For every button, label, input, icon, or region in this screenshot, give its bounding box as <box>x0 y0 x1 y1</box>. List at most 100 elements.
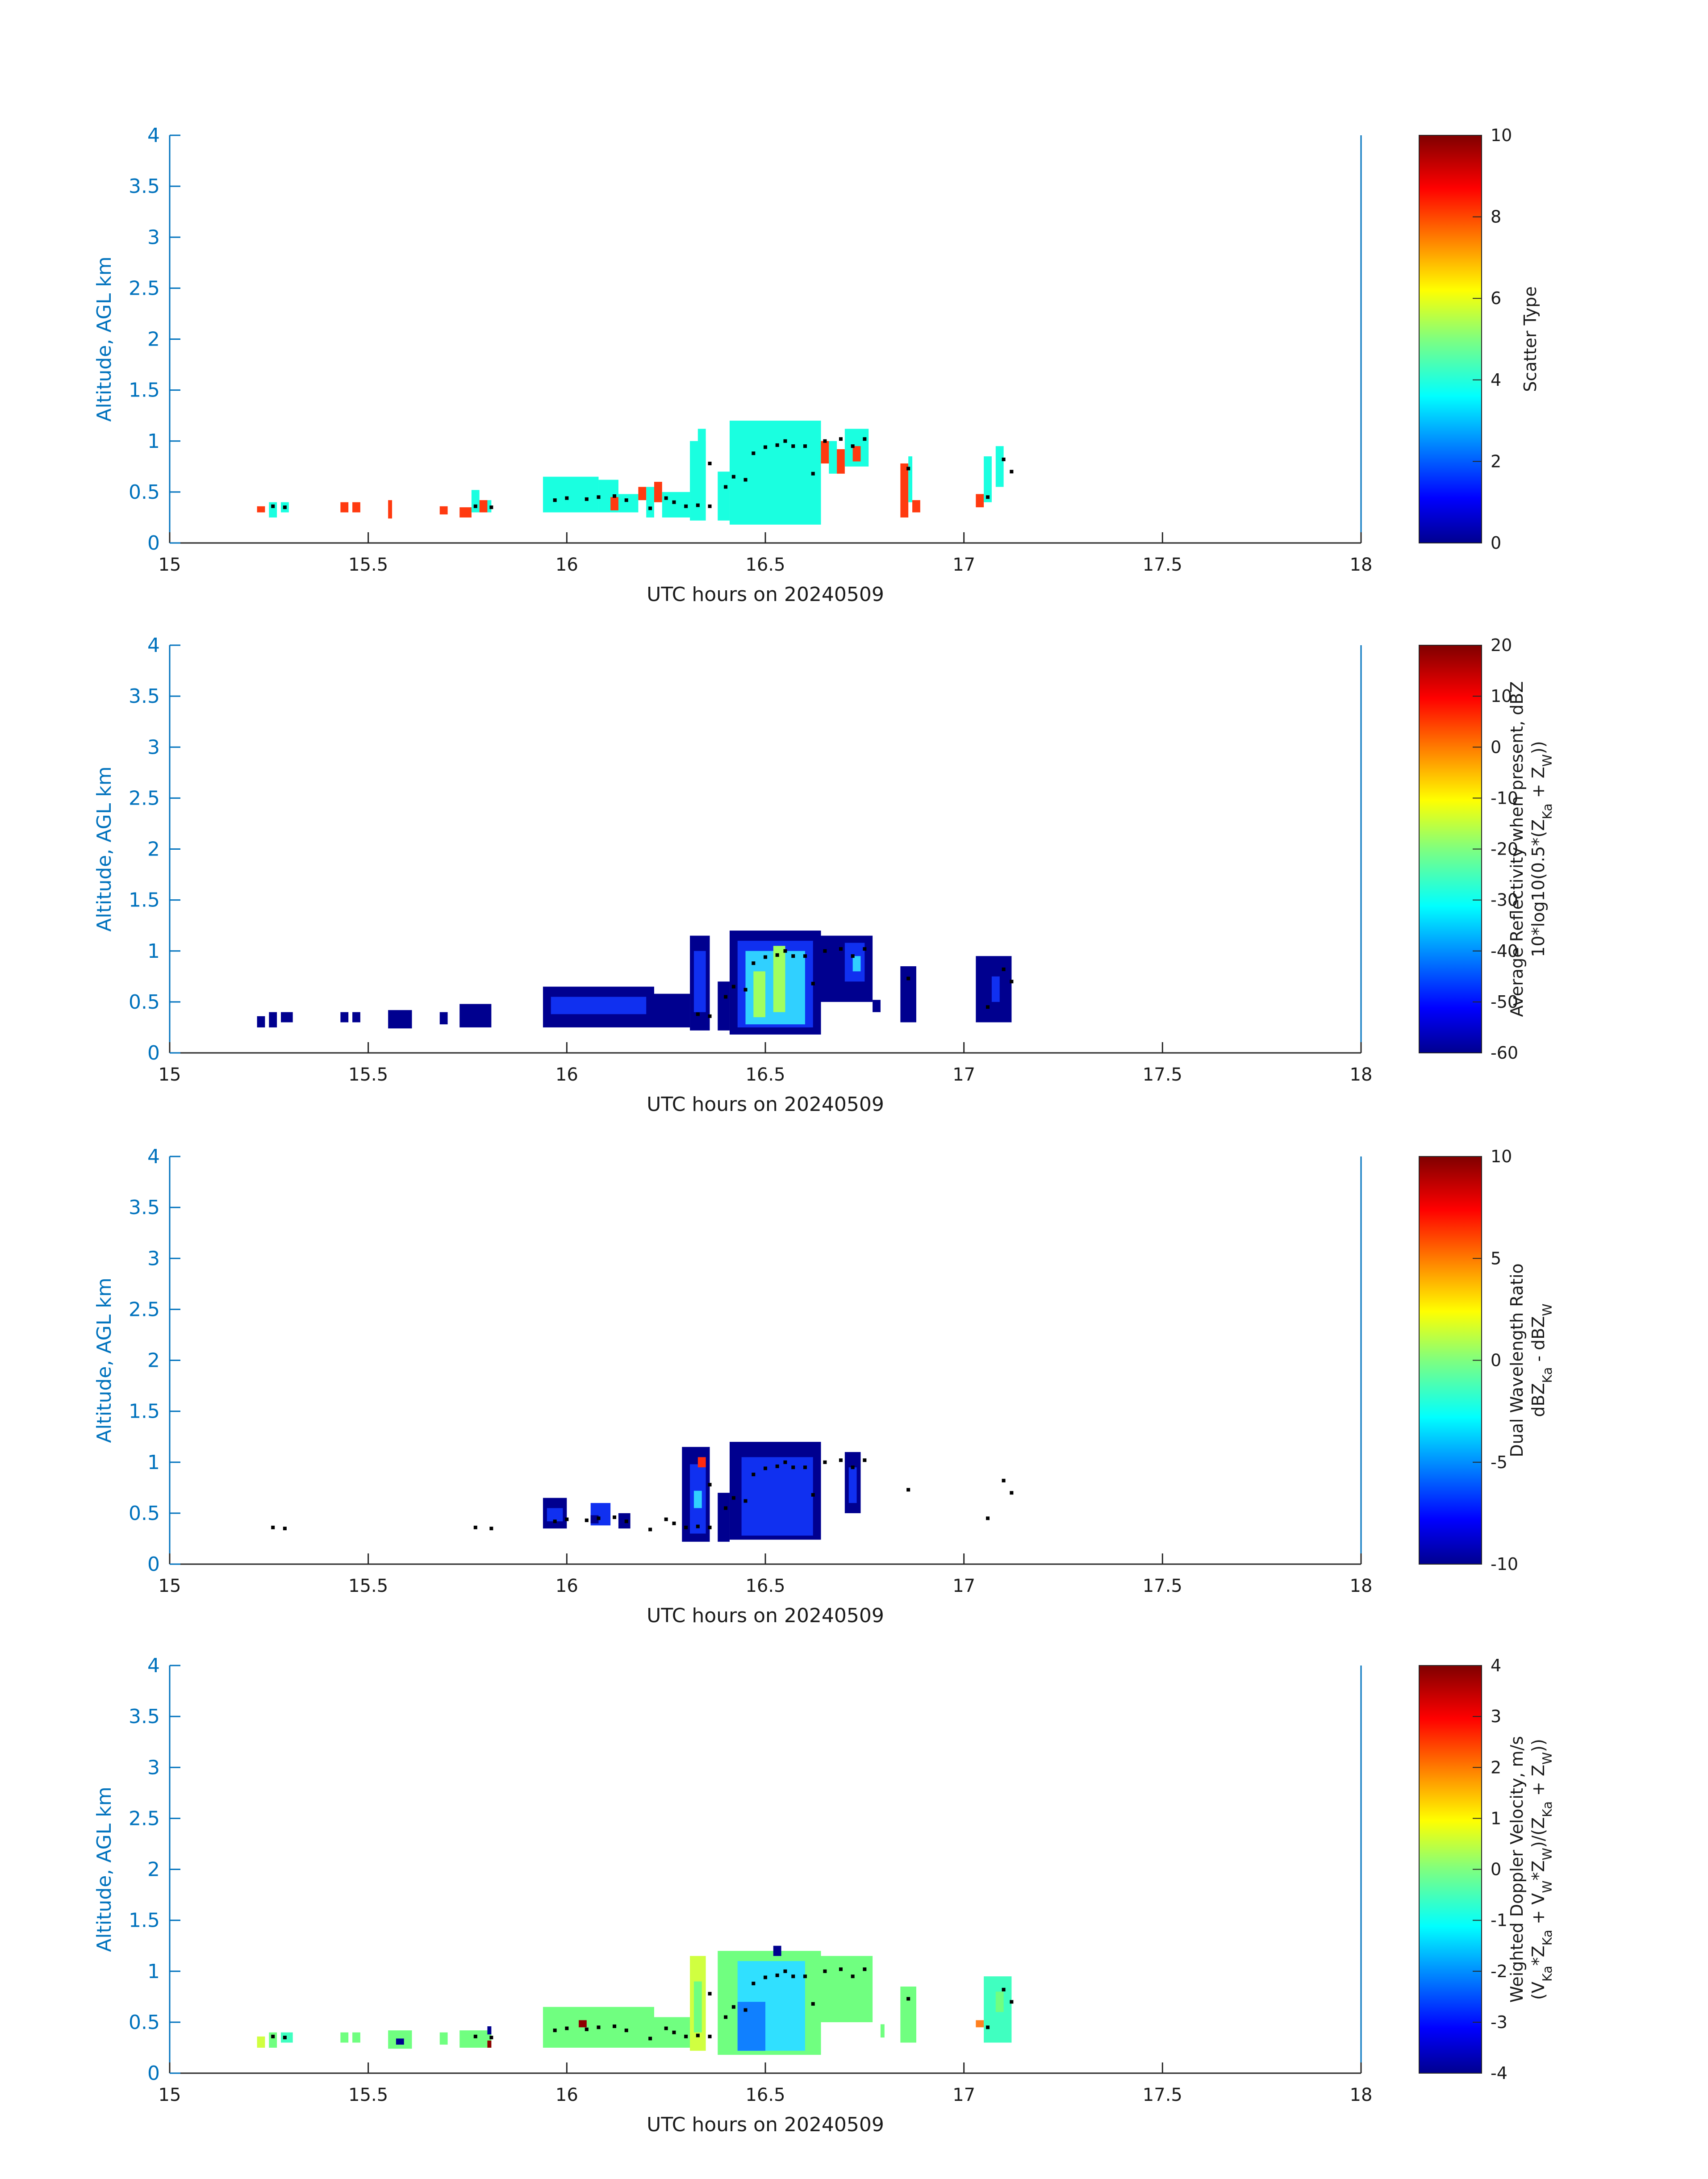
heatmap-cell <box>579 2020 587 2028</box>
cloud-base-dot <box>823 1969 827 1973</box>
heatmap-cell <box>551 997 647 1014</box>
cloud-base-dot <box>1002 967 1006 971</box>
heatmap-cell <box>718 472 730 521</box>
cloud-base-dot <box>648 506 652 510</box>
cloud-base-dot <box>743 2008 748 2012</box>
heatmap-cell <box>352 2032 360 2043</box>
cloud-base-dot <box>783 1969 787 1973</box>
y-tick-label: 3.5 <box>129 1705 160 1728</box>
cloud-base-dot <box>752 451 756 455</box>
weighted-doppler-velocity-panel: 15 15.5 16 16.5 17 17.5 18 0 0.5 1 1.5 2 2.5 3 3.5 4 UTC… <box>93 1654 1555 2136</box>
heatmap-cell <box>773 946 785 1012</box>
cloud-base-dot <box>283 505 287 509</box>
heatmap-cell <box>654 2017 690 2048</box>
cloud-base-dot <box>724 1506 728 1510</box>
heatmap-cell <box>618 1513 631 1529</box>
cloud-base-dot <box>684 2034 688 2038</box>
colorbar-gradient <box>1419 135 1482 543</box>
x-tick-label: 16 <box>555 1576 578 1596</box>
colorbar-label: Dual Wavelength Ratio <box>1507 1263 1527 1457</box>
heatmap-cell <box>547 1508 563 1522</box>
x-axis-label: UTC hours on 20240509 <box>647 1604 884 1627</box>
y-tick-label: 2.5 <box>129 1298 160 1321</box>
colorbar-tick-label: 10 <box>1491 1147 1512 1166</box>
cloud-base-dot <box>696 503 700 507</box>
cloud-base-dot <box>752 1473 756 1477</box>
cloud-base-dot <box>752 1982 756 1986</box>
cloud-base-dot <box>613 494 617 498</box>
heatmap-cell <box>753 971 765 1018</box>
x-tick-label: 18 <box>1350 555 1373 575</box>
cloud-base-dot <box>597 2025 601 2029</box>
x-tick-label: 15 <box>159 2085 181 2105</box>
heatmap-cell <box>269 502 277 518</box>
heatmap-cell <box>821 1956 873 2022</box>
cloud-base-dot <box>731 1496 735 1500</box>
cloud-base-dots <box>271 1458 1014 1532</box>
heatmap-cell <box>654 993 690 1027</box>
heatmap-cell <box>439 2032 448 2045</box>
colorbar-tick-label: 2 <box>1491 451 1501 471</box>
avg-reflectivity-panel: 15 15.5 16 16.5 17 17.5 18 0 0.5 1 1.5 2 2.5 3 3.5 4 UTC… <box>93 634 1555 1116</box>
colorbar-tick-label: -5 <box>1491 1453 1508 1472</box>
colorbar-label: Scatter Type <box>1520 286 1540 392</box>
cloud-base-dot <box>986 2025 990 2029</box>
heatmap-cell <box>912 500 920 513</box>
x-tick-label: 16.5 <box>745 1576 785 1596</box>
heatmap-cell <box>459 2030 492 2048</box>
colorbar-tick-label: 20 <box>1491 635 1512 655</box>
cloud-base-dot <box>803 1974 807 1979</box>
x-tick-label: 16.5 <box>745 2085 785 2105</box>
cloud-base-dot <box>851 1974 855 1979</box>
y-tick-label: 4 <box>147 1145 160 1168</box>
x-tick-label: 16.5 <box>745 1064 785 1085</box>
cloud-base-dot <box>803 954 807 958</box>
cloud-base-dot <box>708 461 712 465</box>
y-tick-label: 1 <box>147 1960 160 1983</box>
x-tick-label: 15 <box>159 555 181 575</box>
x-tick-label: 15.5 <box>348 555 388 575</box>
y-tick-label: 3.5 <box>129 175 160 198</box>
y-tick-label: 0 <box>147 2062 160 2085</box>
x-tick-label: 16 <box>555 1064 578 1085</box>
x-axis-label: UTC hours on 20240509 <box>647 583 884 606</box>
cloud-base-dot <box>775 953 779 957</box>
cloud-base-dot <box>839 1458 843 1462</box>
y-axis-label: Altitude, AGL km <box>93 1787 116 1952</box>
heatmap-cell <box>471 490 480 513</box>
y-tick-label: 1 <box>147 940 160 963</box>
cloud-base-dot <box>672 1521 676 1525</box>
colorbar-tick-label: 10 <box>1491 125 1512 145</box>
colorbar-tick-label: 10 <box>1491 686 1512 706</box>
colorbar: -10 -5 0 5 10 Dual Wavelength Ratio dBZKa - dB… <box>1419 1147 1555 1574</box>
y-tick-label: 3.5 <box>129 685 160 708</box>
cloud-base-dot <box>791 1465 795 1469</box>
cloud-base-dot <box>906 1488 910 1492</box>
x-tick-label: 15.5 <box>348 2085 388 2105</box>
cloud-base-dot <box>724 995 728 999</box>
colorbar-label: Average Reflectivity when present, dBZ <box>1507 681 1527 1017</box>
cloud-base-dot <box>764 445 767 449</box>
heatmap-cell <box>340 1012 349 1023</box>
cloud-base-dot <box>752 961 756 965</box>
heatmap-cell <box>773 1945 781 1956</box>
cloud-base-dot <box>803 1465 807 1469</box>
x-tick-label: 17.5 <box>1143 1576 1182 1596</box>
heatmap-cell <box>439 1012 448 1025</box>
cloud-base-dot <box>696 1524 700 1528</box>
heatmap-cell <box>479 500 488 513</box>
heatmap-cell <box>388 1010 412 1029</box>
y-tick-label: 3 <box>147 736 160 759</box>
heatmap-cells <box>543 1442 861 1542</box>
cloud-base-dot <box>553 2029 557 2033</box>
cloud-base-dot <box>764 1466 767 1470</box>
colorbar-label: dBZKa - dBZW <box>1528 1303 1555 1417</box>
cloud-base-dot <box>764 955 767 959</box>
cloud-base-dot <box>851 1465 855 1469</box>
cloud-base-dot <box>851 444 855 448</box>
heatmap-cell <box>654 482 662 502</box>
cloud-base-dot <box>839 947 843 951</box>
heatmap-cell <box>281 2032 293 2043</box>
x-tick-label: 17.5 <box>1143 2085 1182 2105</box>
y-tick-label: 3.5 <box>129 1196 160 1219</box>
